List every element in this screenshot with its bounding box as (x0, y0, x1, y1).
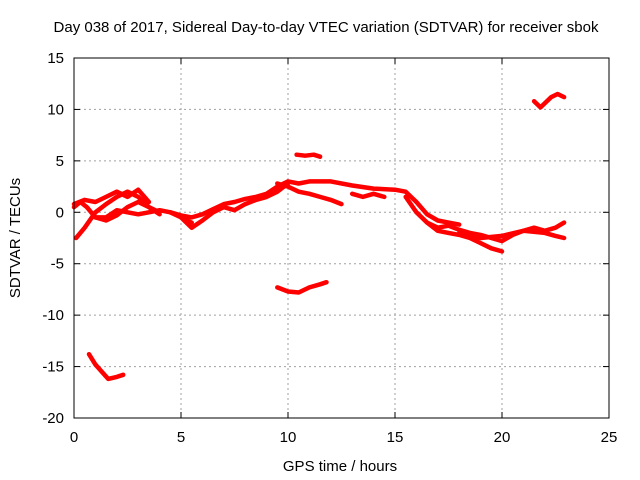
series-arc-3 (71, 187, 152, 207)
axis-ticks (73, 57, 610, 419)
y-tick-label: -10 (42, 307, 64, 324)
chart-title: Day 038 of 2017, Sidereal Day-to-day VTE… (54, 19, 599, 36)
series-arc-6 (178, 181, 291, 230)
y-axis-label: SDTVAR / TECUs (7, 178, 24, 298)
series-arc-8 (349, 191, 387, 200)
y-tick-label: 15 (47, 50, 64, 67)
y-tick-label: -15 (42, 359, 64, 376)
y-tick-label: 10 (47, 101, 64, 118)
x-axis-label: GPS time / hours (283, 458, 397, 475)
plot-frame (73, 57, 610, 419)
x-tick-label: 20 (494, 429, 511, 446)
series-arc-12 (294, 152, 323, 159)
x-tick-label: 5 (177, 429, 185, 446)
y-tick-label: -20 (42, 410, 64, 427)
x-tick-label: 25 (601, 429, 618, 446)
data-series-group (71, 91, 567, 382)
x-tick-label: 15 (387, 429, 404, 446)
y-tick-label: -5 (51, 256, 64, 273)
series-arc-14 (86, 351, 126, 382)
x-tick-labels: 0 5 10 15 20 25 (70, 429, 618, 446)
series-arc-13 (275, 279, 329, 295)
series-arc-15 (531, 91, 567, 110)
y-tick-label: 0 (56, 204, 64, 221)
series-arc-5 (168, 179, 462, 227)
series-arc-11 (456, 228, 567, 241)
series-arc-4 (93, 199, 162, 223)
y-tick-label: 5 (56, 153, 64, 170)
y-tick-labels: -20 -15 -10 -5 0 5 10 15 (42, 50, 64, 427)
x-tick-label: 0 (70, 429, 78, 446)
grid-lines (74, 58, 609, 418)
x-tick-label: 10 (280, 429, 297, 446)
series-arc-7 (275, 181, 344, 207)
